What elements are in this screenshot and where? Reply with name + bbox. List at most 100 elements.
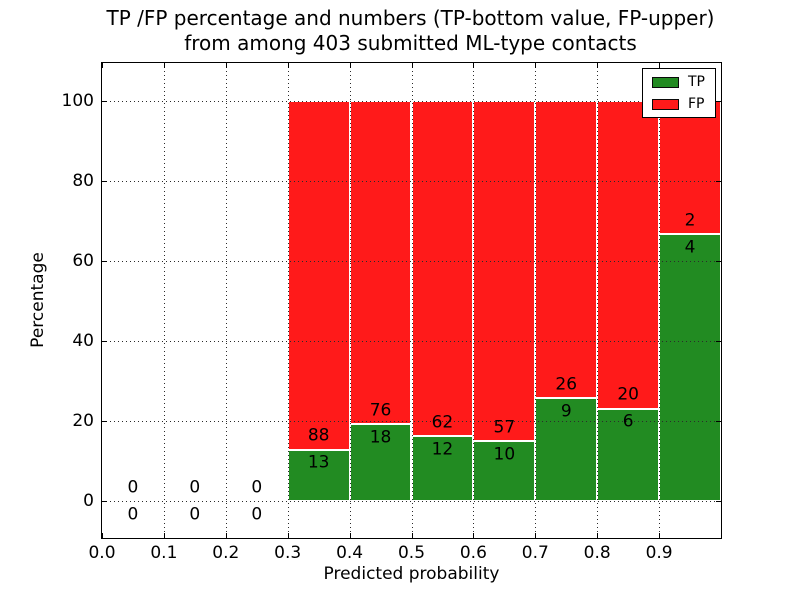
x-tick-mark xyxy=(535,63,537,68)
bar-count-fp: 76 xyxy=(369,400,392,421)
bar-count-tp: 0 xyxy=(127,504,139,524)
gridline-horizontal xyxy=(102,181,721,182)
y-tick-label: 20 xyxy=(72,411,94,431)
x-tick-label: 0.1 xyxy=(150,543,178,563)
x-tick-mark xyxy=(473,533,475,538)
bar-segment-tp xyxy=(597,408,660,501)
y-tick-mark xyxy=(102,341,107,342)
x-tick-mark xyxy=(411,63,413,68)
gridline-vertical xyxy=(659,63,661,538)
bar-count-fp: 57 xyxy=(493,417,516,438)
y-tick-mark xyxy=(102,501,107,502)
gridline-vertical xyxy=(535,63,537,538)
gridline-horizontal xyxy=(102,101,721,102)
x-axis-label: Predicted probability xyxy=(323,564,500,584)
bar-segment-tp xyxy=(473,441,536,501)
bar-count-tp: 6 xyxy=(622,411,634,432)
x-tick-label: 0.6 xyxy=(459,543,487,563)
gridline-vertical xyxy=(163,63,165,538)
chart-title-line2: from among 403 submitted ML-type contact… xyxy=(184,31,637,55)
bar-segment-tp xyxy=(349,424,412,501)
gridline-horizontal xyxy=(102,501,721,502)
bar-count-fp: 0 xyxy=(127,477,139,497)
chart-title-line1: TP /FP percentage and numbers (TP-bottom… xyxy=(106,6,715,30)
x-tick-mark xyxy=(659,63,661,68)
y-tick-mark xyxy=(716,101,721,102)
bar-count-fp: 0 xyxy=(189,477,201,497)
x-tick-mark xyxy=(102,533,103,538)
bar-count-fp: 62 xyxy=(431,412,454,433)
x-tick-mark xyxy=(287,533,289,538)
bar-count-fp: 26 xyxy=(555,374,578,395)
x-tick-mark xyxy=(349,533,351,538)
y-tick-label: 80 xyxy=(72,171,94,191)
gridline-horizontal xyxy=(102,341,721,342)
bar-segment-fp xyxy=(349,101,412,425)
x-tick-label: 0.2 xyxy=(212,543,240,563)
bar-segment-fp xyxy=(287,101,350,450)
x-tick-label: 0.9 xyxy=(645,543,673,563)
gridline-vertical xyxy=(597,63,599,538)
bar-count-fp: 0 xyxy=(251,477,263,497)
legend-label: FP xyxy=(688,96,705,112)
bar-segment-tp xyxy=(287,449,350,501)
bar-segment-fp xyxy=(411,101,474,437)
gridline-horizontal xyxy=(102,421,721,422)
y-tick-label: 0 xyxy=(83,491,94,511)
bar-count-tp: 9 xyxy=(560,401,572,422)
bar-count-fp: 88 xyxy=(307,425,330,446)
x-tick-mark xyxy=(473,63,475,68)
bar-segment-fp xyxy=(597,101,660,409)
x-tick-label: 0.5 xyxy=(397,543,426,563)
bar-count-tp: 18 xyxy=(369,427,392,448)
x-tick-mark xyxy=(163,533,165,538)
y-tick-mark xyxy=(716,501,721,502)
legend-label: TP xyxy=(688,74,705,90)
y-tick-label: 100 xyxy=(61,91,94,111)
x-tick-mark xyxy=(225,63,227,68)
x-tick-mark xyxy=(597,63,599,68)
y-tick-mark xyxy=(716,261,721,262)
y-tick-mark xyxy=(716,181,721,182)
y-tick-mark xyxy=(102,421,107,422)
x-tick-label: 0.4 xyxy=(336,543,364,563)
bar-count-tp: 0 xyxy=(251,504,263,524)
chart-title: TP /FP percentage and numbers (TP-bottom… xyxy=(101,6,720,56)
legend: TP FP xyxy=(642,68,716,118)
bar-segment-fp xyxy=(473,101,536,442)
x-tick-mark xyxy=(163,63,165,68)
x-tick-mark xyxy=(411,533,413,538)
gridline-vertical xyxy=(225,63,227,538)
legend-row: FP xyxy=(652,97,705,111)
gridline-vertical xyxy=(473,63,475,538)
y-tick-label: 40 xyxy=(72,331,94,351)
x-tick-mark xyxy=(535,533,537,538)
x-tick-mark xyxy=(349,63,351,68)
x-tick-mark xyxy=(659,533,661,538)
y-tick-label: 60 xyxy=(72,251,94,271)
bar-count-tp: 4 xyxy=(684,237,696,258)
y-tick-mark xyxy=(102,101,107,102)
bar-segment-tp xyxy=(659,234,721,501)
legend-swatch-tp-icon xyxy=(652,76,679,88)
y-tick-mark xyxy=(716,341,721,342)
bar-count-tp: 13 xyxy=(307,452,330,473)
bar-count-tp: 0 xyxy=(189,504,201,524)
bar-count-fp: 20 xyxy=(617,384,639,405)
x-tick-mark xyxy=(225,533,227,538)
x-tick-label: 0.8 xyxy=(583,543,611,563)
x-tick-label: 0.7 xyxy=(521,543,549,563)
gridline-vertical xyxy=(411,63,413,538)
bar-count-tp: 10 xyxy=(493,444,516,465)
x-tick-label: 0.0 xyxy=(88,543,116,563)
x-tick-label: 0.3 xyxy=(274,543,302,563)
y-tick-mark xyxy=(102,261,107,262)
x-tick-mark xyxy=(287,63,289,68)
gridline-vertical xyxy=(349,63,351,538)
bar-segment-fp xyxy=(535,101,598,399)
gridline-vertical xyxy=(287,63,289,538)
x-tick-mark xyxy=(102,63,103,68)
bar-count-tp: 12 xyxy=(431,439,454,460)
y-tick-mark xyxy=(716,421,721,422)
